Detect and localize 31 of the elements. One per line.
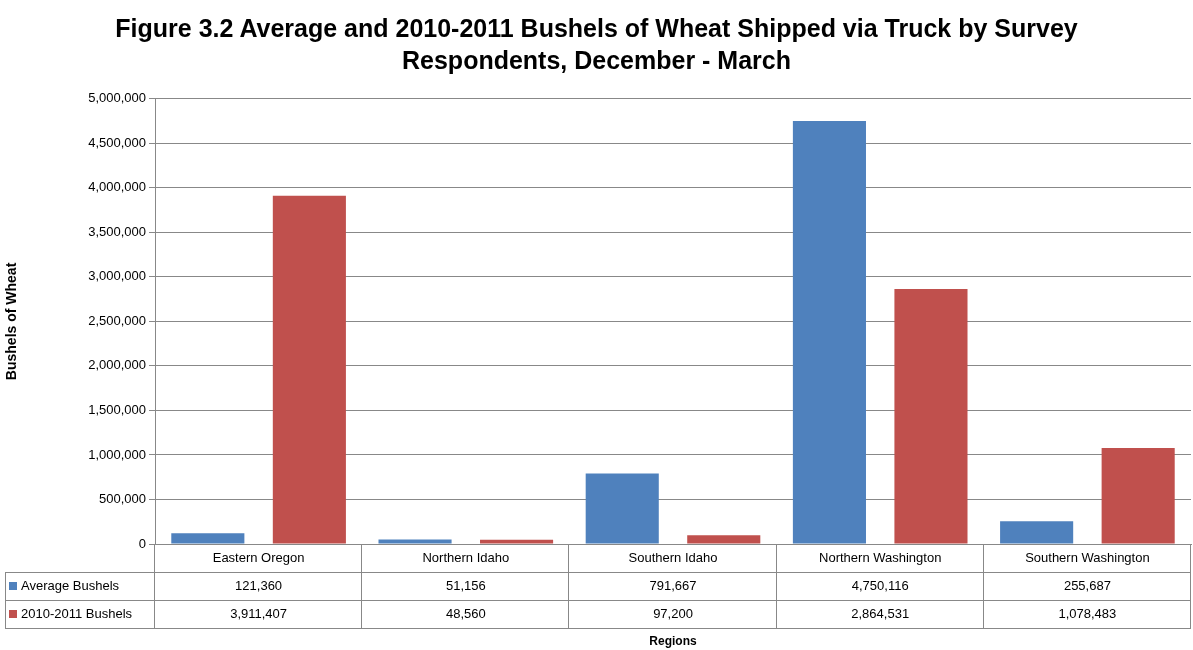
x-tick-label: Northern Washington	[819, 549, 942, 565]
y-axis-title: Bushels of Wheat	[3, 262, 20, 381]
data-label: 97,200	[653, 605, 693, 621]
data-label: 255,687	[1063, 577, 1111, 593]
legend-label: Average Bushels	[21, 577, 120, 593]
y-tick-label: 500,000	[99, 491, 146, 507]
y-tick-label: 5,000,000	[88, 90, 146, 106]
y-tick-label: 1,000,000	[88, 446, 146, 462]
y-tick-label: 4,000,000	[88, 179, 146, 195]
x-tick-label: Southern Idaho	[628, 549, 718, 565]
y-tick-label: 0	[138, 535, 146, 551]
y-tick-label: 2,000,000	[88, 357, 146, 373]
data-label: 48,560	[445, 605, 486, 621]
x-tick-label: Northern Idaho	[422, 549, 510, 565]
y-tick-label: 3,000,000	[88, 268, 146, 284]
legend-label: 2010-2011 Bushels	[21, 605, 133, 621]
y-tick-label: 1,500,000	[88, 402, 146, 418]
data-label: 2,864,531	[851, 605, 910, 621]
y-tick-label: 4,500,000	[88, 134, 146, 150]
data-label: 1,078,483	[1058, 605, 1117, 621]
data-label: 121,360	[235, 577, 283, 593]
x-tick-label: Eastern Oregon	[212, 549, 305, 565]
y-tick-label: 2,500,000	[88, 312, 146, 328]
x-tick-label: Southern Washington	[1025, 549, 1150, 565]
y-tick-label: 3,500,000	[88, 223, 146, 239]
chart-title: Figure 3.2 Average and 2010-2011 Bushels of Wheat Shipped via Truck by Survey Respondents, December - March	[114, 13, 1079, 76]
data-label: 791,667	[649, 577, 697, 593]
data-label: 4,750,116	[851, 577, 909, 593]
data-label: 51,156	[445, 577, 486, 593]
text: Regions	[649, 634, 697, 649]
data-label: 3,911,407	[230, 605, 288, 621]
